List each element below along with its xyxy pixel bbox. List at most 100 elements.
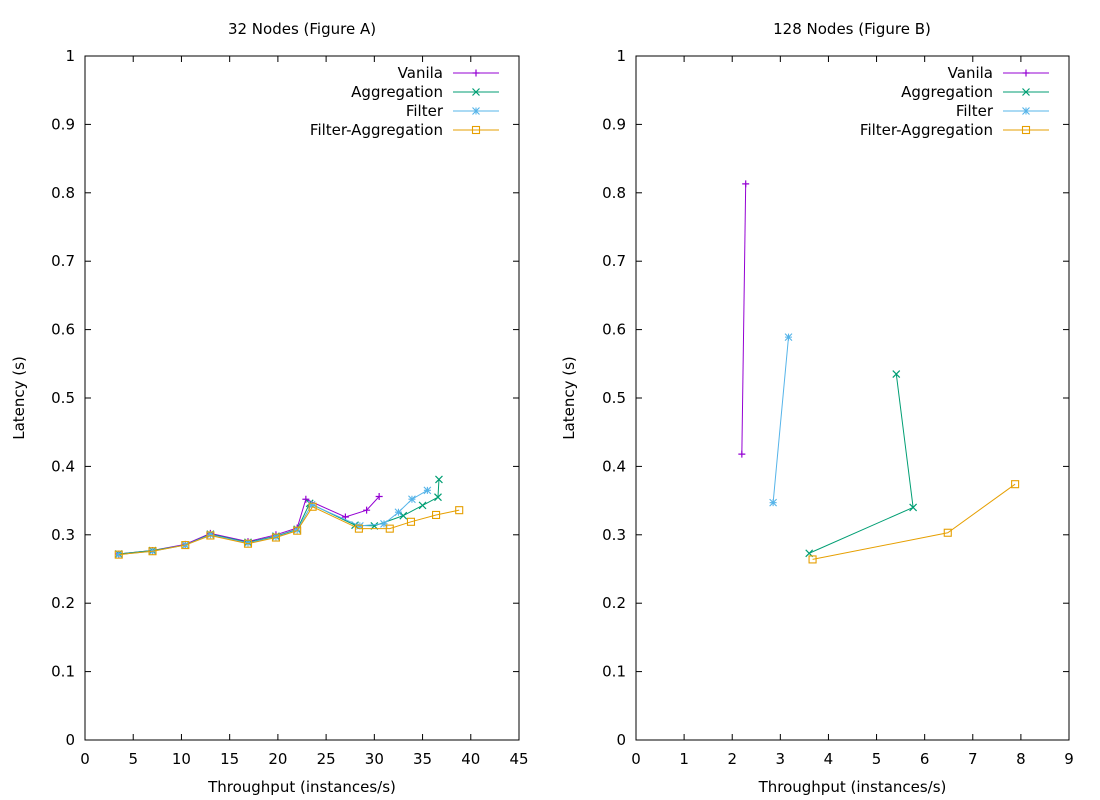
- data-point: [114, 550, 123, 559]
- legend-label: Filter: [406, 102, 444, 120]
- y-tick-label: 0.9: [602, 115, 626, 133]
- y-tick-label: 0.2: [51, 594, 75, 612]
- y-tick-label: 0.1: [602, 663, 626, 681]
- x-tick-label: 30: [365, 750, 384, 768]
- legend-label: Vanila: [948, 64, 993, 82]
- x-tick-label: 5: [872, 750, 882, 768]
- data-point: [455, 506, 464, 515]
- series-filter: [769, 333, 793, 507]
- data-point: [943, 528, 952, 537]
- x-tick-label: 25: [317, 750, 336, 768]
- data-point: [271, 533, 281, 542]
- x-tick-label: 3: [776, 750, 786, 768]
- data-point: [399, 511, 408, 520]
- legend-entry: Filter-Aggregation: [310, 121, 499, 139]
- data-point: [272, 532, 280, 541]
- legend-marker: [1022, 107, 1030, 115]
- data-point: [363, 506, 371, 514]
- legend-label: Filter-Aggregation: [860, 121, 993, 139]
- data-point: [244, 539, 252, 547]
- y-tick-label: 0.4: [602, 457, 626, 475]
- y-tick-label: 0.8: [602, 184, 626, 202]
- x-axis-label: Throughput (instances/s): [758, 778, 947, 796]
- x-tick-label: 0: [80, 750, 90, 768]
- series-filter: [114, 486, 432, 559]
- legend-entry: Aggregation: [351, 83, 499, 101]
- data-point: [243, 539, 253, 548]
- y-tick-label: 1: [616, 47, 626, 65]
- legend-entry: Filter-Aggregation: [860, 121, 1049, 139]
- y-axis-label: Latency (s): [560, 356, 578, 440]
- y-tick-label: 0.3: [51, 526, 75, 544]
- y-tick-label: 0.6: [602, 321, 626, 339]
- x-tick-label: 9: [1064, 750, 1074, 768]
- y-tick-label: 0.4: [51, 457, 75, 475]
- series-line: [772, 337, 790, 503]
- series-line: [808, 373, 914, 554]
- plot-frame: [84, 55, 520, 741]
- data-point: [742, 180, 750, 188]
- legend-entry: Filter: [956, 102, 1049, 120]
- data-point: [375, 492, 383, 500]
- y-tick-label: 0.2: [602, 594, 626, 612]
- y-tick-label: 0.3: [602, 526, 626, 544]
- data-point: [738, 450, 746, 458]
- data-point: [769, 498, 778, 507]
- x-tick-label: 20: [268, 750, 287, 768]
- y-tick-label: 0.9: [51, 115, 75, 133]
- series-filter-aggregation: [808, 480, 1020, 564]
- y-axis-label: Latency (s): [10, 356, 28, 440]
- data-point: [206, 530, 215, 539]
- data-point: [909, 503, 918, 512]
- legend-label: Filter: [956, 102, 994, 120]
- legend-entry: Filter: [406, 102, 499, 120]
- data-point: [892, 370, 901, 378]
- data-point: [808, 555, 817, 564]
- data-point: [435, 475, 443, 484]
- y-tick-label: 0.1: [51, 663, 75, 681]
- legend-marker: [471, 125, 481, 135]
- data-point: [181, 541, 190, 550]
- series-line: [118, 506, 460, 556]
- y-tick-label: 1: [65, 47, 75, 65]
- data-point: [293, 526, 302, 535]
- data-point: [432, 510, 441, 520]
- data-point: [406, 517, 416, 526]
- x-tick-label: 1: [679, 750, 689, 768]
- data-point: [1011, 480, 1020, 489]
- data-point: [418, 501, 427, 510]
- chart-panel-2: 128 Nodes (Figure B) 0 1 2 3 4 5 6 7 8 9 0 0.1 0.2 0.3…: [560, 20, 1074, 796]
- x-tick-label: 8: [1016, 750, 1026, 768]
- legend-marker: [1022, 69, 1030, 77]
- y-tick-label: 0: [616, 731, 626, 749]
- data-point: [354, 524, 363, 533]
- chart-panel-1: 32 Nodes (Figure A) 0 5 10 15 20 25 30 35 40 45 0 0.…: [10, 20, 529, 796]
- legend-marker: [1021, 125, 1031, 135]
- data-point: [302, 495, 310, 503]
- legend-entry: Vanila: [948, 64, 1049, 82]
- legend-label: Aggregation: [351, 83, 443, 101]
- chart-title: 32 Nodes (Figure A): [228, 20, 376, 38]
- legend-label: Filter-Aggregation: [310, 121, 443, 139]
- legend-marker: [1022, 88, 1030, 96]
- data-point: [385, 524, 394, 533]
- series-vanila: [738, 180, 750, 458]
- x-tick-label: 4: [824, 750, 834, 768]
- series-line: [741, 183, 747, 455]
- y-tick-label: 0.5: [51, 389, 75, 407]
- data-point: [380, 519, 388, 528]
- legend-marker: [472, 88, 480, 96]
- data-point: [408, 495, 416, 504]
- legend-marker: [472, 69, 480, 77]
- x-tick-label: 7: [968, 750, 978, 768]
- series-aggregation: [805, 370, 918, 558]
- data-point: [434, 493, 442, 502]
- x-tick-label: 2: [727, 750, 737, 768]
- data-point: [148, 547, 157, 556]
- series-line: [118, 479, 440, 555]
- series-line: [812, 483, 1016, 560]
- y-tick-label: 0.5: [602, 389, 626, 407]
- legend-entry: Vanila: [398, 64, 499, 82]
- x-tick-label: 35: [413, 750, 432, 768]
